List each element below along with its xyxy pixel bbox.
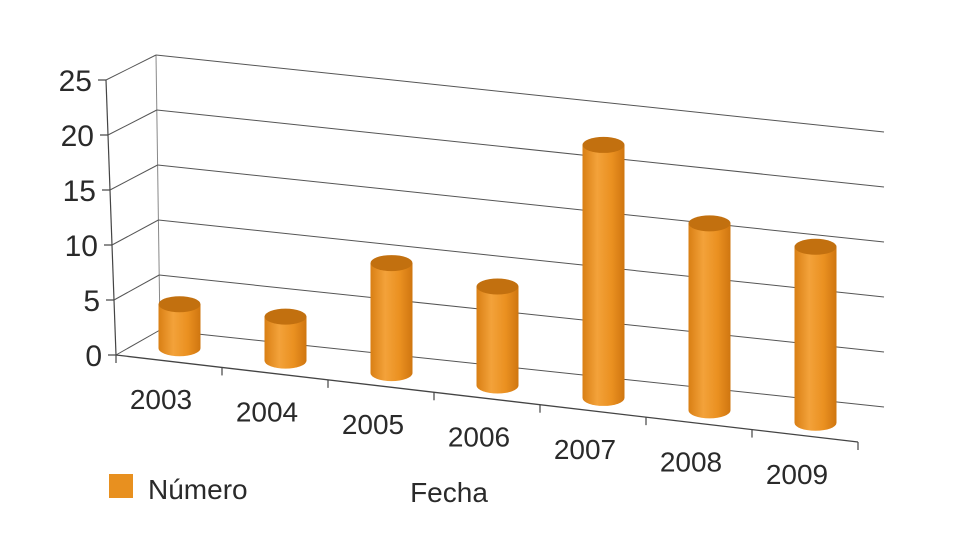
gridline-left	[109, 164, 158, 191]
grid-layer	[98, 54, 885, 450]
bar	[264, 308, 307, 369]
bar-top	[370, 255, 413, 272]
bar-body	[476, 286, 519, 394]
bar	[158, 296, 201, 357]
bar-top	[688, 215, 731, 232]
bar-body	[370, 263, 413, 382]
y-tick-label: 15	[63, 175, 96, 208]
bar	[582, 136, 625, 406]
bar-top	[264, 308, 307, 325]
gridline-back	[157, 164, 885, 243]
gridline-left	[115, 329, 161, 356]
y-tick-label: 10	[65, 230, 98, 263]
bar	[370, 255, 413, 382]
x-axis-title: Fecha	[410, 477, 488, 508]
y-tick-label: 0	[85, 340, 102, 373]
x-tick-label: 2006	[448, 422, 510, 453]
x-tick-label: 2007	[554, 434, 616, 465]
gridline-left	[105, 54, 157, 81]
gridline-back	[158, 219, 885, 298]
bar-body	[264, 316, 307, 369]
y-tick-label: 20	[61, 120, 94, 153]
legend-label: Número	[148, 474, 248, 505]
x-tick-label: 2003	[130, 384, 192, 415]
bar-top	[158, 296, 201, 313]
y-axis-ticks: 0 5 10 15 20 25	[59, 65, 102, 373]
back-left-edge	[155, 54, 161, 331]
gridline-left	[107, 109, 158, 136]
bar-top	[794, 238, 837, 255]
legend: Número	[109, 474, 248, 505]
legend-swatch	[109, 474, 133, 498]
bar-body	[794, 246, 837, 431]
x-tick-label: 2008	[660, 446, 722, 477]
bar-body	[582, 144, 625, 406]
bar	[688, 215, 731, 419]
x-tick-label: 2005	[342, 409, 404, 440]
y-tick-label: 25	[59, 65, 92, 98]
gridline-left	[111, 219, 159, 246]
gridline-back	[155, 54, 885, 133]
x-axis-ticks: 2003 2004 2005 2006 2007 2008 2009	[130, 384, 828, 490]
bar-body	[688, 223, 731, 419]
bar	[794, 238, 837, 431]
bar-body	[158, 304, 201, 357]
gridline-back	[156, 109, 885, 188]
x-tick-label: 2004	[236, 397, 298, 428]
gridline-left	[113, 274, 160, 301]
bar-top	[476, 278, 519, 295]
gridline-back	[159, 274, 885, 353]
bar	[476, 278, 519, 394]
y-axis-line	[105, 79, 117, 356]
bar-layer	[158, 136, 837, 431]
x-axis-line	[115, 354, 859, 443]
x-tick-label: 2009	[766, 459, 828, 490]
bar-top	[582, 136, 625, 153]
y-tick-label: 5	[83, 285, 100, 318]
